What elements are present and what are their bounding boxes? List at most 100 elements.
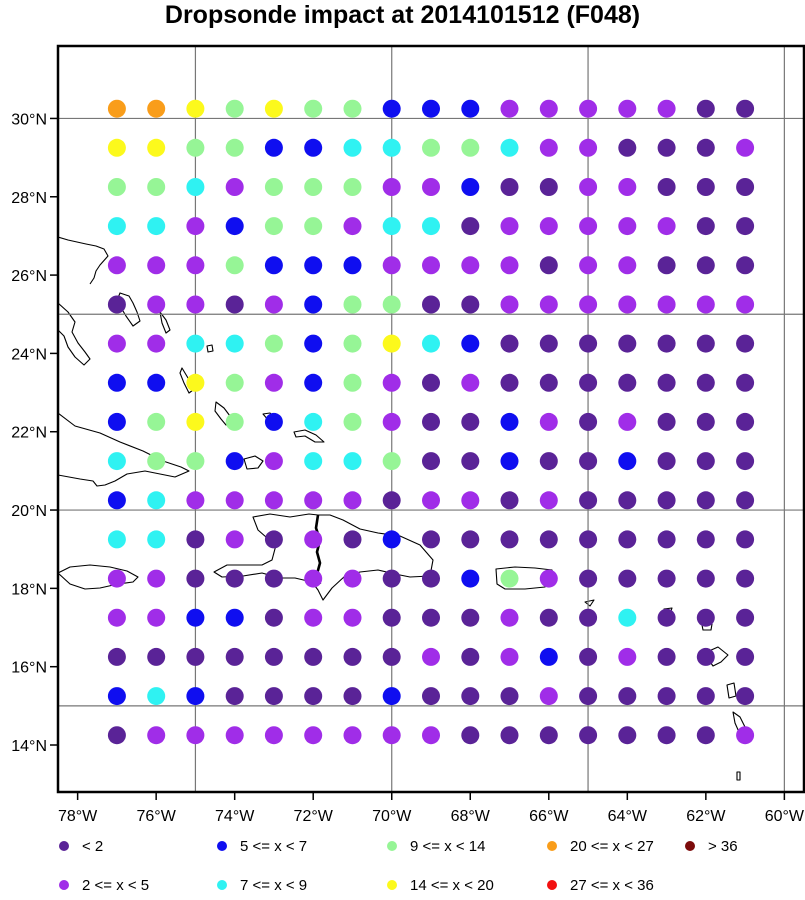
data-point (461, 491, 480, 510)
legend-marker (547, 841, 557, 851)
data-point (382, 373, 401, 392)
legend-marker (387, 880, 397, 890)
data-point (107, 569, 126, 588)
data-point (225, 256, 244, 275)
data-point (304, 452, 323, 471)
data-point (696, 256, 715, 275)
data-point (657, 452, 676, 471)
hispaniola-coastline (213, 513, 434, 601)
data-point (736, 491, 755, 510)
data-point (539, 217, 558, 236)
data-point (539, 647, 558, 666)
data-point (500, 334, 519, 353)
data-point (696, 608, 715, 627)
data-point (422, 647, 440, 666)
data-point (461, 452, 480, 471)
data-point (736, 373, 755, 392)
data-point (657, 334, 676, 353)
data-point (657, 726, 676, 745)
data-point (382, 412, 401, 431)
data-point (186, 334, 205, 353)
y-tick-label: 26°N (11, 268, 47, 285)
legend: < 2 5 <= x < 7 9 <= x < 14 20 <= x < 27 > 36… (59, 838, 738, 894)
data-point (618, 256, 637, 275)
data-point (696, 530, 715, 549)
data-point (304, 256, 323, 275)
legend-marker (547, 880, 557, 890)
data-point (147, 647, 166, 666)
data-point (422, 491, 440, 510)
data-point (539, 452, 558, 471)
data-point (500, 373, 519, 392)
data-point (147, 373, 166, 392)
data-points (107, 99, 755, 745)
data-point (225, 687, 244, 706)
data-point (107, 491, 126, 510)
data-point (382, 452, 401, 471)
data-point (500, 138, 519, 157)
data-point (618, 687, 637, 706)
data-point (147, 178, 166, 196)
data-point (539, 373, 558, 392)
data-point (107, 373, 126, 392)
data-point (461, 726, 480, 745)
data-point (539, 99, 558, 118)
data-point (147, 412, 166, 431)
data-point (147, 295, 166, 314)
data-point (422, 569, 440, 588)
data-point (500, 530, 519, 549)
data-point (579, 452, 598, 471)
data-point (343, 647, 362, 666)
data-point (736, 647, 755, 666)
data-point (657, 256, 676, 275)
legend-marker (59, 841, 69, 851)
y-tick-label: 22°N (11, 425, 47, 442)
data-point (618, 647, 637, 666)
data-point (304, 99, 323, 118)
x-tick-label: 74°W (215, 808, 255, 825)
data-point (422, 373, 440, 392)
data-point (186, 412, 205, 431)
data-point (304, 608, 323, 627)
data-point (186, 178, 205, 196)
data-point (618, 295, 637, 314)
data-point (343, 99, 362, 118)
data-point (186, 99, 205, 118)
data-point (500, 687, 519, 706)
legend-label: 7 <= x < 9 (240, 877, 307, 894)
data-point (657, 647, 676, 666)
data-point (264, 99, 283, 118)
data-point (579, 569, 598, 588)
legend-label: 20 <= x < 27 (570, 838, 654, 855)
data-point (107, 412, 126, 431)
x-tick-label: 78°W (58, 808, 98, 825)
data-point (147, 138, 166, 157)
x-tick-label: 62°W (686, 808, 726, 825)
data-point (500, 608, 519, 627)
data-point (618, 569, 637, 588)
data-point (696, 99, 715, 118)
data-point (343, 726, 362, 745)
data-point (579, 491, 598, 510)
data-point (343, 256, 362, 275)
data-point (422, 452, 440, 471)
data-point (147, 687, 166, 706)
y-tick-label: 24°N (11, 346, 47, 363)
data-point (186, 217, 205, 236)
data-point (304, 373, 323, 392)
data-point (264, 373, 283, 392)
data-point (225, 217, 244, 236)
data-point (618, 608, 637, 627)
plot-frame (56, 44, 805, 794)
data-point (304, 530, 323, 549)
data-point (618, 452, 637, 471)
data-point (304, 295, 323, 314)
y-tick-label: 16°N (11, 660, 47, 677)
data-point (618, 491, 637, 510)
x-tick-label: 60°W (765, 808, 805, 825)
data-point (500, 491, 519, 510)
data-point (186, 530, 205, 549)
data-point (657, 530, 676, 549)
y-tick-label: 14°N (11, 738, 47, 755)
data-point (186, 256, 205, 275)
